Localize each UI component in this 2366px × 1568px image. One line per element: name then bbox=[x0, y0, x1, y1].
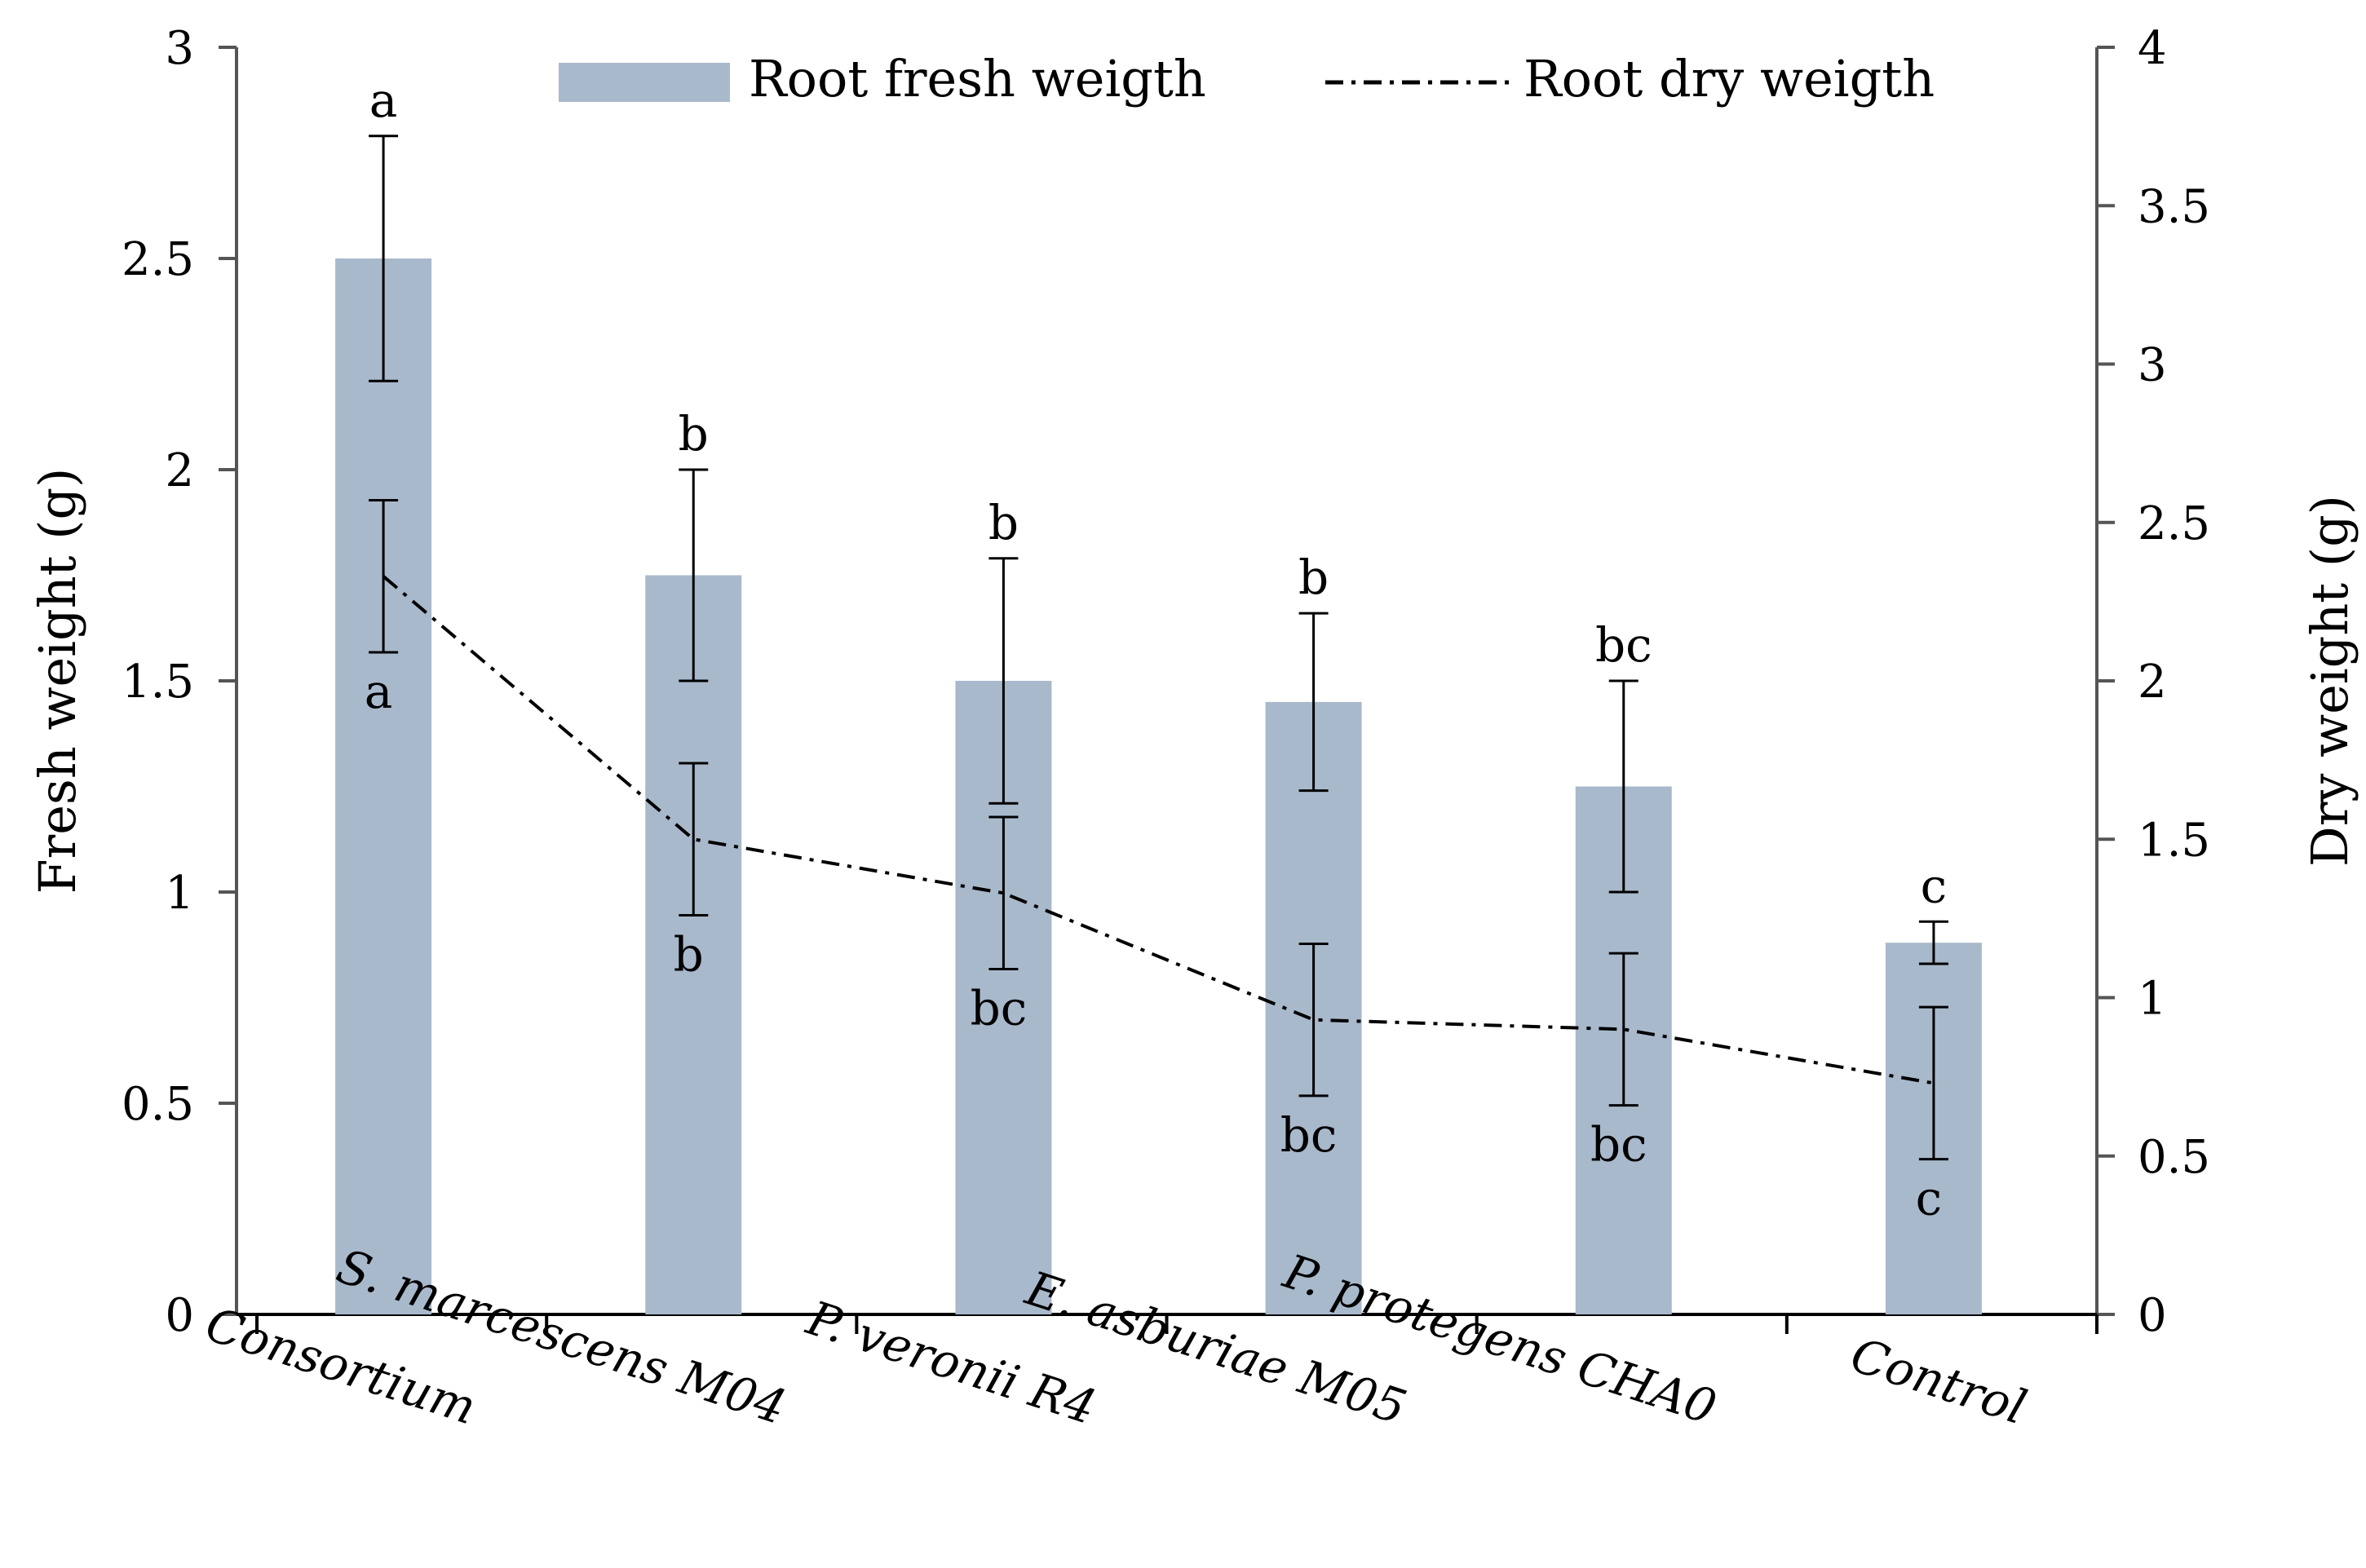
left-tick-label: 2 bbox=[165, 444, 194, 497]
left-tick-label: 0 bbox=[165, 1289, 194, 1342]
left-tick-label: 2.5 bbox=[122, 233, 194, 286]
dry-significance-letter: a bbox=[365, 664, 393, 719]
line-error-bars bbox=[369, 499, 1948, 1161]
fresh-weight-bar bbox=[335, 258, 432, 1314]
dry-weight-series-line bbox=[382, 575, 1935, 1085]
right-tick-label: 1.5 bbox=[2138, 814, 2210, 867]
left-tick-label: 1.5 bbox=[122, 656, 194, 709]
fresh-significance-letter: b bbox=[679, 406, 709, 462]
fresh-significance-letter: a bbox=[369, 73, 398, 128]
legend-label-fresh: Root fresh weigth bbox=[749, 49, 1206, 108]
fresh-significance-letter: b bbox=[1298, 550, 1329, 605]
y-axis-title-right: Dry weight (g) bbox=[2300, 495, 2359, 867]
fresh-significance-letter: bc bbox=[1595, 617, 1652, 673]
right-tick-label: 0 bbox=[2138, 1289, 2167, 1342]
x-ticks bbox=[255, 1314, 2098, 1334]
dry-significance-letter: b bbox=[674, 926, 704, 982]
legend: Root fresh weigth Root dry weigth bbox=[559, 49, 1935, 108]
right-tick-label: 2.5 bbox=[2138, 497, 2210, 550]
bars bbox=[335, 258, 1982, 1314]
category-label: Control bbox=[1844, 1327, 2032, 1435]
left-tick-label: 1 bbox=[165, 867, 194, 920]
dry-significance-letter: bc bbox=[1280, 1107, 1338, 1163]
dry-significance-letter: c bbox=[1916, 1171, 1942, 1226]
significance-letters: a b b b bc c a b bc bc bc c bbox=[365, 73, 1947, 1226]
legend-label-dry: Root dry weigth bbox=[1524, 49, 1935, 108]
right-tick-label: 0.5 bbox=[2138, 1131, 2210, 1184]
left-tick-label: 0.5 bbox=[122, 1078, 194, 1131]
fresh-weight-bar bbox=[645, 575, 742, 1314]
left-ticks: 0 0.5 1 1.5 2 2.5 3 bbox=[122, 22, 237, 1342]
dry-weight-line bbox=[382, 575, 1935, 1085]
right-tick-label: 4 bbox=[2138, 22, 2167, 75]
left-tick-label: 3 bbox=[165, 22, 194, 75]
right-ticks: 0 0.5 1 1.5 2 2.5 3 3.5 4 bbox=[2097, 22, 2210, 1342]
legend-swatch-fresh bbox=[559, 63, 730, 102]
dry-significance-letter: bc bbox=[1590, 1117, 1647, 1173]
right-tick-label: 2 bbox=[2138, 656, 2167, 709]
fresh-significance-letter: b bbox=[988, 495, 1019, 550]
dry-significance-letter: bc bbox=[971, 981, 1028, 1036]
right-tick-label: 1 bbox=[2138, 973, 2167, 1026]
right-tick-label: 3.5 bbox=[2138, 180, 2210, 233]
right-tick-label: 3 bbox=[2138, 339, 2167, 392]
fresh-significance-letter: c bbox=[1921, 858, 1947, 913]
y-axis-title-left: Fresh weight (g) bbox=[28, 468, 87, 894]
bar-error-bars bbox=[369, 135, 1948, 965]
